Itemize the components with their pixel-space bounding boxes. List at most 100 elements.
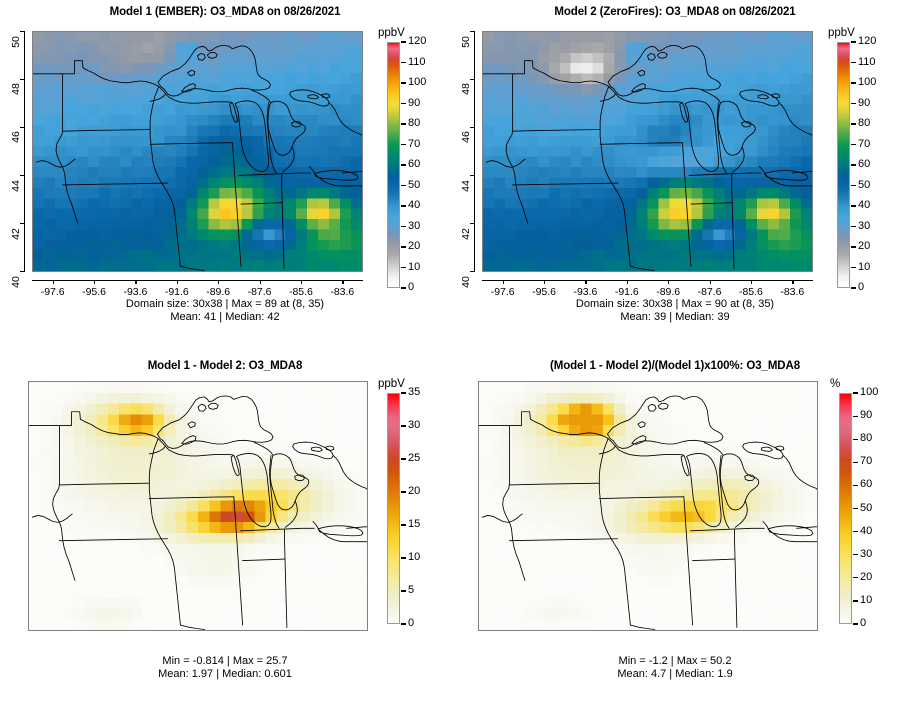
x-tick: [259, 280, 261, 284]
lake-outlines: [607, 44, 809, 181]
colorbar-tick: [851, 102, 856, 105]
map-raster-difference: [29, 382, 367, 630]
panel-percent-difference: (Model 1 - Model 2)/(Model 1)x100%: O3_M…: [450, 355, 900, 707]
colorbar-difference: ppbV 0 5 10 15 20 25 30 35: [378, 377, 450, 632]
x-tick-label: -89.6: [206, 286, 231, 298]
map-raster-percent-difference: [479, 382, 817, 630]
colorbar-tick-label: 10: [858, 260, 871, 273]
x-tick: [342, 280, 344, 284]
colorbar-tick: [851, 143, 856, 146]
colorbar-tick-label: 40: [858, 199, 871, 211]
state-borders: [33, 60, 362, 271]
y-tick-label: 40: [460, 275, 472, 288]
y-tick: [20, 223, 24, 225]
colorbar-percent-difference: % 0 10 20 30 40 50 60 70 80 90 100: [830, 377, 900, 632]
colorbar-tick-label: 80: [860, 432, 873, 445]
colorbar-tick-label: 120: [408, 35, 427, 47]
colorbar-tick: [401, 557, 406, 559]
colorbar-tick: [851, 205, 856, 207]
y-tick: [20, 126, 24, 128]
x-tick-label: -83.6: [780, 286, 805, 298]
panel-model1: Model 1 (EMBER): O3_MDA8 on 08/26/2021 5…: [0, 0, 450, 330]
y-tick: [470, 175, 474, 177]
colorbar-tick-label: 60: [408, 158, 421, 170]
colorbar-tick: [401, 287, 406, 289]
plot-frame: [478, 381, 818, 631]
y-tick-label: 50: [460, 35, 472, 48]
y-tick-label: 46: [10, 131, 22, 144]
x-tick-label: -89.6: [656, 286, 681, 298]
colorbar-tick: [401, 491, 406, 493]
panel-title: Model 1 - Model 2: O3_MDA8: [147, 360, 303, 372]
colorbar-tick-label: 100: [858, 76, 877, 88]
y-tick: [20, 175, 24, 177]
panel-title: Model 1 (EMBER): O3_MDA8 on 08/26/2021: [109, 6, 341, 18]
x-tick: [750, 280, 753, 284]
x-tick: [176, 280, 178, 284]
x-tick-label: -97.6: [490, 286, 515, 298]
x-tick: [585, 280, 587, 284]
colorbar-tick: [853, 623, 858, 625]
x-tick: [218, 280, 220, 284]
panel-title: Model 2 (ZeroFires): O3_MDA8 on 08/26/20…: [554, 6, 796, 18]
x-tick-label: -83.6: [330, 286, 355, 298]
colorbar-tick: [853, 600, 858, 602]
x-tick-label: -93.6: [573, 286, 598, 298]
colorbar-tick-label: 0: [408, 617, 415, 629]
colorbar-tick-label: 50: [858, 178, 871, 191]
y-axis-line: [474, 31, 476, 272]
colorbar-tick: [401, 246, 406, 248]
colorbar-tick: [853, 577, 858, 579]
y-tick: [470, 30, 474, 33]
colorbar-unit-label: ppbV: [828, 27, 855, 39]
colorbar-tick: [401, 205, 406, 207]
colorbar-tick-label: 90: [858, 96, 871, 109]
colorbar-tick: [853, 415, 858, 417]
colorbar-gradient: [387, 42, 400, 288]
colorbar-tick: [853, 484, 858, 487]
colorbar-tick-label: 25: [408, 452, 421, 464]
y-axis-line: [24, 31, 26, 272]
colorbar-tick: [851, 246, 856, 248]
colorbar-tick: [851, 82, 856, 84]
y-tick-label: 48: [10, 83, 22, 96]
colorbar-gradient: [387, 393, 400, 624]
colorbar-gradient: [839, 393, 852, 624]
colorbar-tick: [851, 41, 856, 43]
colorbar-tick: [401, 623, 406, 625]
colorbar-unit-label: %: [830, 378, 841, 390]
panel-caption: Domain size: 30x38 | Max = 90 at (8, 35)…: [575, 298, 775, 323]
colorbar-tick: [853, 392, 858, 394]
panel-model2: Model 2 (ZeroFires): O3_MDA8 on 08/26/20…: [450, 0, 900, 330]
colorbar-tick: [401, 425, 406, 427]
heatmap-cells: [479, 382, 817, 630]
colorbar-tick: [851, 61, 856, 64]
x-tick-label: -95.6: [532, 286, 557, 298]
x-tick-label: -91.6: [614, 286, 639, 298]
lake-outlines: [157, 44, 359, 181]
x-tick: [300, 280, 303, 284]
colorbar-tick: [851, 225, 856, 228]
y-tick-label: 44: [10, 179, 22, 192]
colorbar-tick-label: 70: [860, 455, 873, 468]
x-tick: [135, 280, 137, 284]
colorbar-tick: [853, 531, 858, 533]
x-tick-label: -85.6: [288, 286, 313, 298]
y-tick-label: 42: [460, 227, 472, 240]
x-tick-label: -95.6: [82, 286, 107, 298]
colorbar-tick-label: 30: [860, 547, 873, 560]
colorbar-tick-label: 100: [408, 76, 427, 88]
colorbar-tick: [401, 82, 406, 84]
colorbar-tick-label: 15: [408, 518, 421, 530]
y-tick-label: 48: [460, 83, 472, 96]
colorbar-tick-label: 30: [408, 219, 421, 232]
colorbar-tick-label: 0: [858, 281, 865, 293]
x-axis-line: [482, 280, 813, 282]
heatmap-cells: [29, 382, 367, 630]
y-tick-label: 46: [460, 131, 472, 144]
colorbar-tick: [401, 102, 406, 105]
colorbar-tick: [851, 123, 856, 125]
colorbar-unit-label: ppbV: [378, 378, 405, 390]
x-tick-label: -93.6: [123, 286, 148, 298]
x-tick: [626, 280, 628, 284]
